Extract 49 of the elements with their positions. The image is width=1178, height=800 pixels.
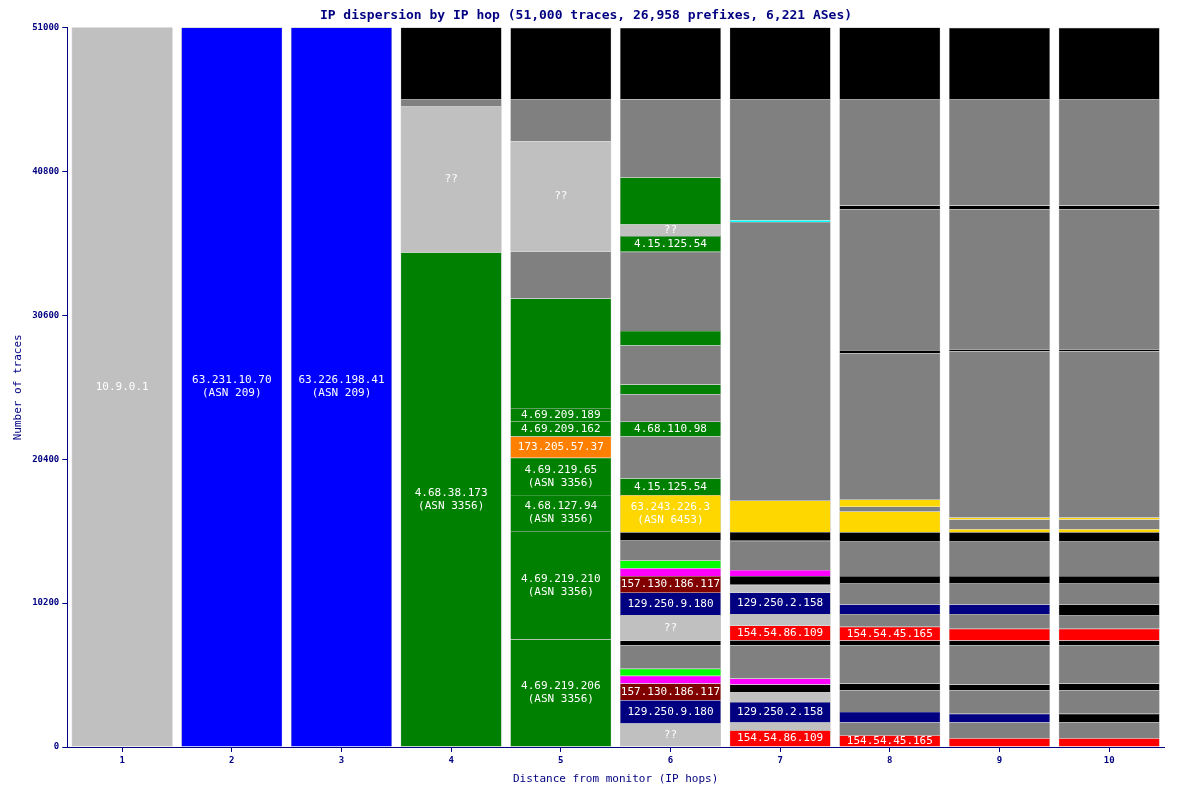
y-tick-label: 10200 bbox=[32, 597, 60, 608]
y-tick-label: 30600 bbox=[32, 309, 60, 320]
series-label: 4.69.209.189 bbox=[521, 407, 601, 421]
series-label: 173.205.57.37 bbox=[517, 439, 604, 453]
series-label: 129.250.2.158 bbox=[737, 705, 824, 719]
series-label: ?? bbox=[663, 223, 678, 237]
x-tick-label: 8 bbox=[887, 754, 893, 765]
x-axis-title: Distance from monitor (IP hops) bbox=[512, 772, 719, 786]
series-label: ?? bbox=[663, 727, 678, 741]
series-label: 4.69.219.210 (ASN 3356) bbox=[521, 571, 601, 598]
x-tick-label: 3 bbox=[338, 754, 345, 765]
series-label: ?? bbox=[663, 620, 678, 634]
series-label: 4.69.219.206 (ASN 3356) bbox=[521, 679, 601, 706]
series-label: 129.250.9.180 bbox=[627, 704, 714, 718]
x-tick-label: 5 bbox=[558, 754, 564, 765]
series-label: 63.226.198.41 (ASN 209) bbox=[298, 373, 385, 400]
series-label: 4.69.219.65 (ASN 3356) bbox=[524, 462, 598, 489]
x-tick-label: 2 bbox=[229, 754, 235, 765]
y-tick-label: 20400 bbox=[32, 453, 60, 464]
chart-title: IP dispersion by IP hop (51,000 traces, 26,958 prefixes, 6,221 ASes) bbox=[319, 7, 853, 23]
series-label: ?? bbox=[554, 189, 568, 203]
y-tick-label: 0 bbox=[53, 741, 60, 752]
series-label: 4.15.125.54 bbox=[634, 236, 708, 250]
x-tick-label: 9 bbox=[996, 754, 1003, 765]
series-label: ?? bbox=[444, 172, 458, 186]
series-label: 157.130.186.117 bbox=[620, 684, 721, 698]
series-label: 154.54.45.165 bbox=[846, 733, 933, 747]
x-tick-label: 1 bbox=[119, 754, 125, 765]
x-tick-label: 7 bbox=[777, 754, 783, 765]
series-label: 4.15.125.54 bbox=[634, 479, 708, 493]
x-tick-label: 6 bbox=[667, 754, 674, 765]
y-axis-title: Number of traces bbox=[11, 334, 25, 441]
series-label: 157.130.186.117 bbox=[620, 577, 721, 591]
y-tick-label: 51000 bbox=[32, 21, 60, 32]
y-tick-label: 40800 bbox=[32, 165, 60, 176]
series-label: 63.243.226.3 (ASN 6453) bbox=[630, 499, 711, 526]
series-label: 10.9.0.1 bbox=[95, 379, 149, 393]
x-tick-label: 10 bbox=[1103, 754, 1115, 765]
x-tick-label: 4 bbox=[448, 754, 455, 765]
series-label: 129.250.2.158 bbox=[737, 596, 824, 610]
series-label: 129.250.9.180 bbox=[627, 596, 714, 610]
series-label: 154.54.45.165 bbox=[846, 626, 933, 640]
series-label: 4.68.127.94 (ASN 3356) bbox=[524, 499, 598, 526]
series-label: 4.68.110.98 bbox=[634, 421, 707, 435]
series-label: 154.54.86.109 bbox=[737, 731, 824, 745]
series-label: 4.69.209.162 bbox=[521, 421, 601, 435]
series-label: 4.68.38.173 (ASN 3356) bbox=[414, 485, 488, 512]
series-label: 154.54.86.109 bbox=[737, 625, 824, 639]
series-label: 63.231.10.70 (ASN 209) bbox=[192, 373, 272, 400]
